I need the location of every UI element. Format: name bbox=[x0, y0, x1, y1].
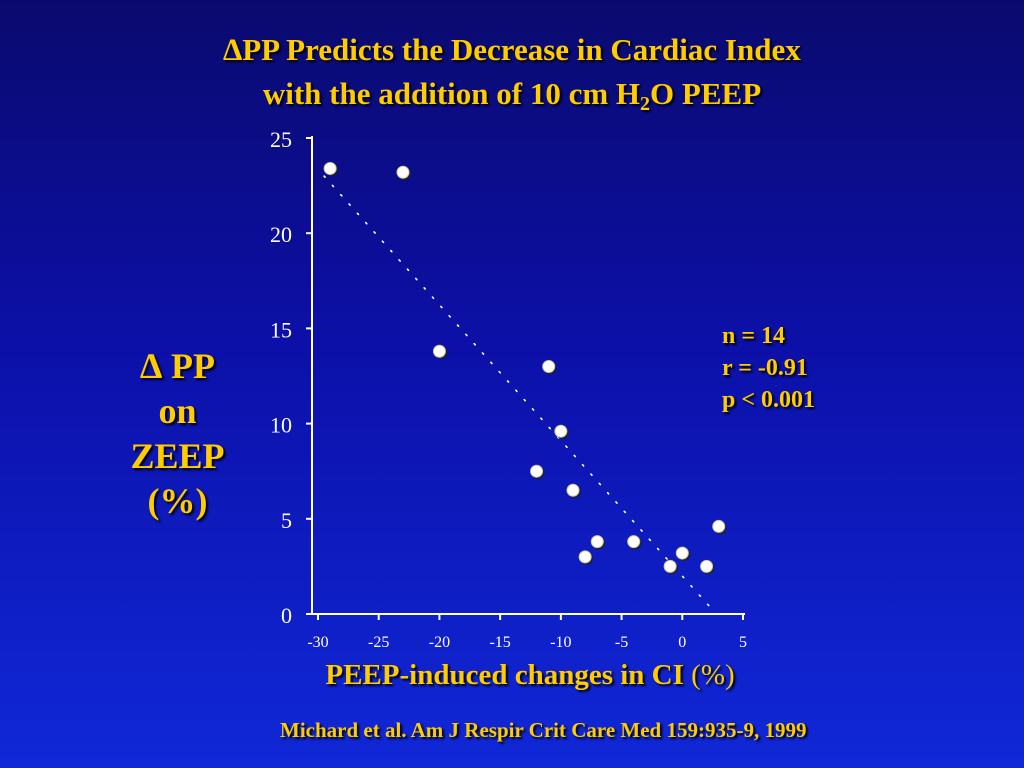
x-axis-label: PEEP-induced changes in CI (%) bbox=[250, 659, 810, 692]
stat-r: r = -0.91 bbox=[722, 355, 808, 381]
y-tick-label: 10 bbox=[270, 413, 292, 438]
title-subscript: 2 bbox=[640, 93, 651, 115]
data-point bbox=[712, 519, 726, 533]
y-tick-label: 5 bbox=[281, 508, 292, 533]
data-point bbox=[675, 546, 689, 560]
data-point bbox=[627, 535, 641, 549]
slide-title: ∆PP Predicts the Decrease in Cardiac Ind… bbox=[0, 28, 1024, 116]
y-tick-label: 20 bbox=[270, 222, 292, 247]
data-point bbox=[663, 559, 677, 573]
x-tick-label: -30 bbox=[307, 634, 328, 651]
x-tick-label: -20 bbox=[429, 634, 450, 651]
regression-line bbox=[323, 175, 718, 615]
y-axis-label-line: on bbox=[158, 391, 197, 431]
x-axis-label-unit: (%) bbox=[691, 659, 735, 691]
x-axis-label-text: PEEP-induced changes in CI bbox=[325, 659, 692, 691]
data-point bbox=[566, 483, 580, 497]
title-line-2-prefix: with the addition of 10 cm H bbox=[262, 76, 641, 111]
data-point bbox=[590, 535, 604, 549]
x-tick-label: -25 bbox=[368, 634, 389, 651]
x-tick-label: 5 bbox=[739, 634, 747, 651]
data-point bbox=[323, 161, 337, 175]
y-axis-label-line: (%) bbox=[147, 481, 208, 521]
data-point bbox=[700, 559, 714, 573]
x-tick-label: -15 bbox=[489, 634, 510, 651]
data-point bbox=[396, 165, 410, 179]
y-tick-label: 0 bbox=[281, 603, 292, 628]
data-point bbox=[432, 344, 446, 358]
x-tick-label: 0 bbox=[678, 634, 686, 651]
data-point bbox=[578, 550, 592, 564]
x-tick-label: -10 bbox=[550, 634, 571, 651]
data-point bbox=[542, 359, 556, 373]
stat-n: n = 14 bbox=[722, 323, 786, 349]
y-axis-label-line: ∆ PP bbox=[139, 346, 215, 386]
title-line-2-suffix: O PEEP bbox=[650, 76, 762, 111]
x-tick-label: -5 bbox=[615, 634, 628, 651]
citation: Michard et al. Am J Respir Crit Care Med… bbox=[280, 718, 807, 742]
y-axis-label-line: ZEEP bbox=[130, 436, 225, 476]
y-tick-label: 15 bbox=[270, 317, 292, 342]
y-axis-label: ∆ PP on ZEEP (%) bbox=[95, 344, 260, 524]
data-point bbox=[530, 464, 544, 478]
title-line-2: with the addition of 10 cm H2O PEEP bbox=[0, 72, 1024, 116]
title-line-1: ∆PP Predicts the Decrease in Cardiac Ind… bbox=[223, 32, 801, 67]
y-tick-label: 25 bbox=[270, 127, 292, 152]
stat-p: p < 0.001 bbox=[722, 387, 816, 413]
statistics-annotation: n = 14 r = -0.91 p < 0.001 bbox=[722, 320, 815, 416]
data-point bbox=[554, 424, 568, 438]
